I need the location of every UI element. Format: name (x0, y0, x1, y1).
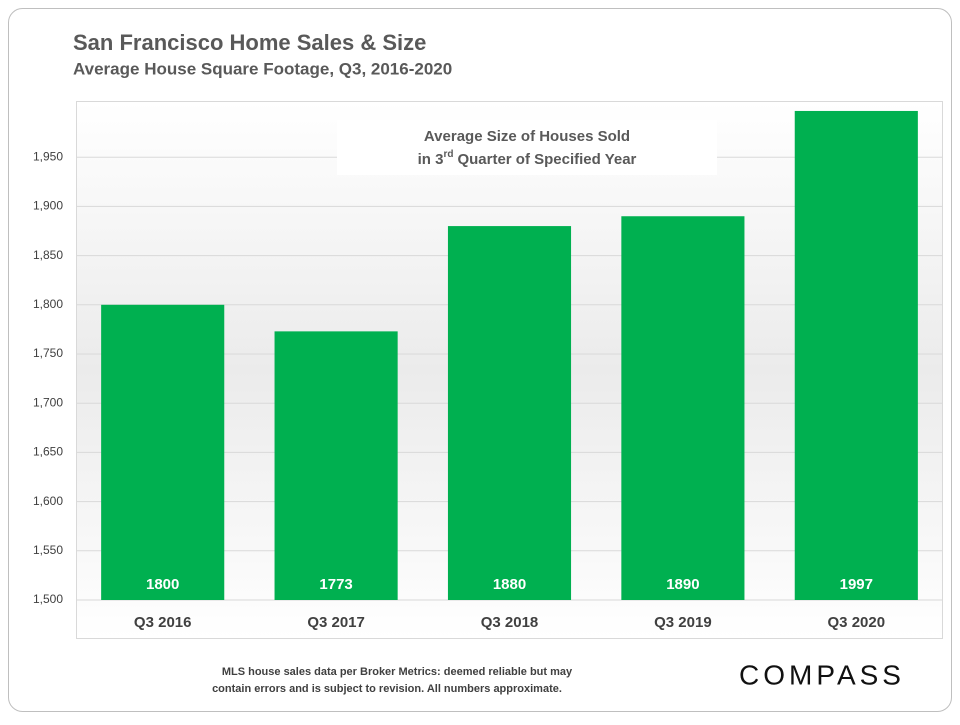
annotation-box (337, 120, 717, 175)
annotation-part: in 3 (418, 151, 444, 168)
value-label: 1800 (146, 576, 179, 593)
value-label: 1773 (319, 576, 352, 593)
x-tick-label: Q3 2017 (307, 614, 365, 631)
bar (794, 110, 918, 601)
y-tick-label: 1,950 (33, 149, 63, 163)
y-tick-label: 1,500 (33, 592, 63, 606)
annotation-superscript: rd (443, 149, 453, 160)
bar (447, 226, 572, 600)
bar (101, 304, 225, 600)
y-tick-label: 1,800 (33, 297, 63, 311)
chart-title: San Francisco Home Sales & Size (73, 30, 426, 55)
bar (621, 216, 745, 601)
y-tick-label: 1,750 (33, 346, 63, 360)
footnote: contain errors and is subject to revisio… (212, 683, 562, 695)
annotation: in 3rd Quarter of Specified Year (418, 149, 637, 168)
annotation: Average Size of Houses Sold (424, 128, 630, 145)
value-label: 1890 (666, 576, 699, 593)
bar (274, 331, 398, 600)
y-tick-label: 1,550 (33, 543, 63, 557)
y-tick-label: 1,600 (33, 494, 63, 508)
x-tick-label: Q3 2020 (828, 614, 886, 631)
x-tick-label: Q3 2018 (481, 614, 539, 631)
plot: 1,500 1,550 1,600 1,650 1,700 1,750 1,800 1,850… (33, 110, 943, 631)
value-label: 1880 (493, 576, 526, 593)
footnote: MLS house sales data per Broker Metrics:… (222, 666, 573, 678)
value-label: 1997 (840, 576, 873, 593)
y-tick-label: 1,700 (33, 395, 63, 409)
y-tick-label: 1,850 (33, 248, 63, 262)
x-tick-label: Q3 2019 (654, 614, 712, 631)
chart-subtitle: Average House Square Footage, Q3, 2016-2… (73, 59, 452, 78)
logo: COMPASS (739, 659, 905, 690)
annotation-part: Quarter of Specified Year (457, 151, 636, 168)
x-tick-label: Q3 2016 (134, 614, 192, 631)
y-tick-label: 1,650 (33, 445, 63, 459)
y-tick-label: 1,900 (33, 199, 63, 213)
